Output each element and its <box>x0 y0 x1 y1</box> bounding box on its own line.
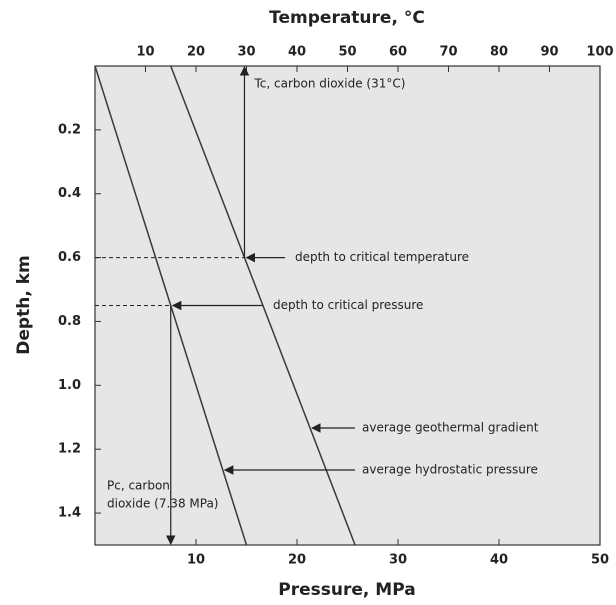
y-tick-label: 0.6 <box>58 250 81 265</box>
x-tick-label: 20 <box>288 553 306 568</box>
y-tick-label: 1.4 <box>58 506 81 521</box>
pc-label: Pc, carbon <box>107 479 170 493</box>
x2-tick-label: 20 <box>187 45 205 60</box>
x2-tick-label: 70 <box>439 45 457 60</box>
critical-temperature-label: depth to critical temperature <box>295 250 469 264</box>
x-tick-label: 10 <box>187 553 205 568</box>
x-tick-label: 30 <box>389 553 407 568</box>
pc-label: dioxide (7.38 MPa) <box>107 497 218 511</box>
x-tick-label: 50 <box>591 553 609 568</box>
x2-tick-label: 30 <box>237 45 255 60</box>
x2-tick-label: 60 <box>389 45 407 60</box>
series-label: average geothermal gradient <box>362 421 539 435</box>
x2-tick-label: 90 <box>540 45 558 60</box>
y-tick-label: 0.4 <box>58 186 81 201</box>
x2-tick-label: 50 <box>338 45 356 60</box>
x-tick-label: 40 <box>490 553 508 568</box>
y-tick-label: 1.0 <box>58 378 81 393</box>
y-tick-label: 1.2 <box>58 442 81 457</box>
series-label: average hydrostatic pressure <box>362 463 538 477</box>
x2-tick-label: 100 <box>586 45 613 60</box>
y-axis-title: Depth, km <box>14 255 34 354</box>
x2-tick-label: 40 <box>288 45 306 60</box>
y-tick-label: 0.2 <box>58 122 81 137</box>
x2-axis-title: Temperature, °C <box>269 8 425 28</box>
y-tick-label: 0.8 <box>58 314 81 329</box>
x2-tick-label: 10 <box>136 45 154 60</box>
x2-tick-label: 80 <box>490 45 508 60</box>
x-axis-title: Pressure, MPa <box>278 580 415 600</box>
critical-pressure-label: depth to critical pressure <box>273 298 423 312</box>
tc-label: Tc, carbon dioxide (31°C) <box>253 77 405 91</box>
